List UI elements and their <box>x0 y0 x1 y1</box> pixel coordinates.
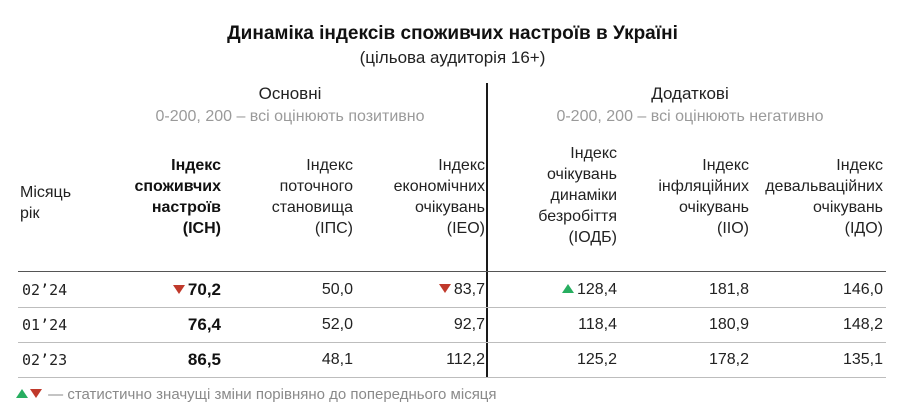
column-header-line: інфляційних <box>658 178 749 195</box>
column-header-ieo: Індекс економічних очікувань (ІЕО) <box>394 155 485 239</box>
cell-value: 125,2 <box>576 351 617 368</box>
cell-value: 128,4 <box>576 281 617 298</box>
row-rule <box>18 377 886 378</box>
footnote: — статистично значущі зміни порівняно до… <box>16 386 497 403</box>
table-title: Динаміка індексів споживчих настроїв в У… <box>227 23 678 44</box>
table-cell: 48,1 <box>322 350 353 370</box>
table-cell: 146,0 <box>843 280 883 300</box>
column-header-line: очікувань <box>546 166 617 183</box>
table-cell: 70,2 <box>172 280 221 300</box>
cell-value: 146,0 <box>842 281 883 298</box>
row-header: Місяць рік <box>20 182 71 224</box>
row-header-line: рік <box>20 205 40 222</box>
column-header-line: девальваційних <box>765 178 883 195</box>
row-rule <box>18 342 886 343</box>
row-month: 02’23 <box>22 351 68 369</box>
column-header-line: безробіття <box>538 208 617 225</box>
table-cell: 178,2 <box>709 350 749 370</box>
column-header-line: Індекс <box>438 157 485 174</box>
table-cell: 148,2 <box>843 315 883 335</box>
cell-value: 83,7 <box>453 281 485 298</box>
column-header-line: (ІСН) <box>182 220 221 237</box>
column-header-line: Індекс <box>836 157 883 174</box>
column-header-line: споживчих <box>134 178 221 195</box>
up-arrow-icon <box>16 389 28 398</box>
column-header-line: поточного <box>279 178 353 195</box>
column-header-ips: Індекс поточного становища (ІПС) <box>272 155 353 239</box>
column-header-isn: Індекс споживчих настроїв (ІСН) <box>134 155 221 239</box>
cell-value: 76,4 <box>187 315 221 334</box>
footnote-text: — статистично значущі зміни порівняно до… <box>48 386 497 403</box>
cell-value: 86,5 <box>187 350 221 369</box>
column-header-line: (ІІО) <box>717 220 749 237</box>
table-cell: 128,4 <box>561 280 617 300</box>
cell-value: 118,4 <box>578 316 617 333</box>
table-cell: 112,2 <box>446 350 485 370</box>
cell-value: 70,2 <box>187 280 221 299</box>
cell-value: 178,2 <box>708 351 749 368</box>
cell-value: 135,1 <box>842 351 883 368</box>
cell-value: 180,9 <box>708 316 749 333</box>
group-label-additional: Додаткові <box>651 84 729 103</box>
column-header-line: очікувань <box>812 199 883 216</box>
table-cell: 125,2 <box>577 350 617 370</box>
row-month: 02’24 <box>22 281 68 299</box>
column-header-line: (ІДО) <box>844 220 883 237</box>
column-header-line: (ІПС) <box>314 220 353 237</box>
table-cell: 118,4 <box>578 315 617 335</box>
group-note-main: 0-200, 200 – всі оцінюють позитивно <box>155 108 425 125</box>
header-rule <box>18 271 886 272</box>
column-header-line: (ІОДБ) <box>568 229 617 246</box>
cell-value: 52,0 <box>321 316 353 333</box>
row-header-line: Місяць <box>20 184 72 201</box>
group-divider <box>486 83 488 378</box>
down-arrow-icon <box>438 284 451 293</box>
column-header-line: (ІЕО) <box>446 220 485 237</box>
column-header-line: становища <box>271 199 353 216</box>
column-header-ido: Індекс девальваційних очікувань (ІДО) <box>765 155 883 239</box>
down-arrow-icon <box>172 285 185 294</box>
column-header-line: очікувань <box>414 199 485 216</box>
table-cell: 86,5 <box>188 350 221 370</box>
group-label-main: Основні <box>258 84 322 103</box>
cell-value: 50,0 <box>321 281 353 298</box>
column-header-line: Індекс <box>702 157 749 174</box>
table-cell: 92,7 <box>454 315 485 335</box>
column-header-line: очікувань <box>678 199 749 216</box>
table-cell: 135,1 <box>843 350 883 370</box>
cell-value: 148,2 <box>842 316 883 333</box>
column-header-line: динаміки <box>550 187 618 204</box>
row-month: 01’24 <box>22 316 68 334</box>
table-cell: 181,8 <box>709 280 749 300</box>
cell-value: 181,8 <box>708 281 749 298</box>
column-header-line: Індекс <box>171 157 221 174</box>
table-cell: 83,7 <box>438 280 485 300</box>
table-cell: 52,0 <box>322 315 353 335</box>
group-note-additional: 0-200, 200 – всі оцінюють негативно <box>556 108 824 125</box>
table-subtitle: (цільова аудиторія 16+) <box>359 48 546 67</box>
row-rule <box>18 307 886 308</box>
column-header-line: Індекс <box>570 145 617 162</box>
cell-value: 92,7 <box>453 316 485 333</box>
column-header-iio: Індекс інфляційних очікувань (ІІО) <box>658 155 749 239</box>
table-cell: 180,9 <box>709 315 749 335</box>
column-header-line: економічних <box>393 178 485 195</box>
cell-value: 48,1 <box>321 351 353 368</box>
cell-value: 112,2 <box>446 351 485 368</box>
column-header-iodb: Індекс очікувань динаміки безробіття (ІО… <box>538 143 617 248</box>
table-cell: 50,0 <box>322 280 353 300</box>
column-header-line: настроїв <box>151 199 221 216</box>
table-cell: 76,4 <box>188 315 221 335</box>
up-arrow-icon <box>561 284 574 293</box>
column-header-line: Індекс <box>306 157 353 174</box>
down-arrow-icon <box>30 389 42 398</box>
